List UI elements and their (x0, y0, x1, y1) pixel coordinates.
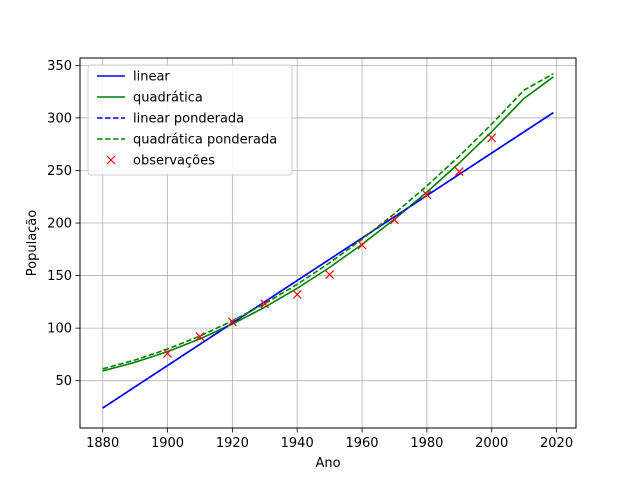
y-tick-label: 300 (47, 111, 72, 126)
observation-point (227, 317, 237, 327)
legend-label: quadrática ponderada (133, 133, 277, 148)
x-tick-label: 1920 (216, 436, 249, 451)
observation-point (325, 270, 335, 279)
x-axis-label: Ano (315, 456, 340, 471)
legend-label: linear ponderada (133, 112, 244, 127)
legend-item: quadrática (97, 91, 203, 106)
x-tick-label: 1960 (345, 436, 378, 451)
observation-point (357, 240, 367, 250)
legend-item: linear ponderada (97, 112, 244, 127)
y-tick-label: 100 (47, 322, 72, 337)
observation-point (487, 133, 497, 143)
observation-point (292, 290, 302, 299)
axis-ticks: 1880 1900 1920 1940 1960 1980 2000 2020 50 100 150… (47, 59, 573, 451)
x-tick-label: 2000 (475, 436, 508, 451)
observation-point (195, 332, 205, 341)
x-tick-label: 1900 (151, 436, 184, 451)
legend-label: linear (133, 70, 170, 85)
legend-item: linear (97, 70, 170, 85)
y-tick-label: 350 (47, 59, 72, 74)
observation-point (390, 215, 399, 225)
series-layer (102, 73, 554, 409)
series-line-quadratica-ponderada (102, 73, 554, 370)
x-tick-label: 1880 (86, 436, 119, 451)
legend-item: quadrática ponderada (97, 133, 277, 148)
plot-frame (79, 57, 577, 429)
observation-point (260, 299, 270, 309)
legend-item: observações (106, 154, 215, 169)
x-tick-label: 2020 (540, 436, 573, 451)
legend-label: quadrática (133, 91, 203, 106)
observation-point (422, 190, 432, 200)
observation-point (163, 348, 172, 358)
legend-swatch (106, 155, 116, 165)
x-tick-label: 1940 (281, 436, 314, 451)
legend: linear quadrática linear ponderada quadráti… (87, 64, 293, 176)
series-line-linear-ponderada (102, 111, 554, 409)
y-tick-label: 50 (55, 374, 72, 389)
legend-box (87, 64, 293, 176)
y-tick-label: 200 (47, 217, 72, 232)
y-tick-label: 250 (47, 164, 72, 179)
observation-point (454, 167, 464, 176)
y-tick-label: 150 (47, 269, 72, 284)
series-line-quadratica (102, 76, 554, 372)
x-tick-label: 1980 (410, 436, 443, 451)
y-axis-label: População (25, 210, 40, 277)
legend-label: observações (133, 154, 215, 169)
